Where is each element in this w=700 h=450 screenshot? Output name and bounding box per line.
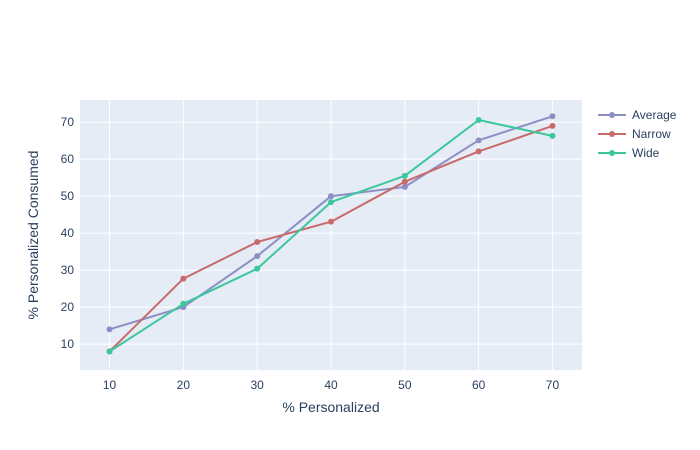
data-point-wide	[475, 116, 482, 123]
grid	[80, 100, 582, 370]
legend-marker	[609, 112, 615, 118]
data-point-wide	[328, 199, 334, 206]
data-point-narrow	[328, 218, 334, 225]
data-point-wide	[180, 300, 187, 307]
data-point-narrow	[180, 275, 187, 282]
legend-item-average[interactable]: Average	[598, 108, 677, 122]
x-tick-label: 10	[103, 378, 117, 392]
x-axis-label: % Personalized	[282, 399, 379, 415]
data-point-average	[106, 326, 113, 333]
legend-item-wide[interactable]: Wide	[598, 146, 660, 160]
x-tick-label: 20	[177, 378, 191, 392]
series-average	[106, 113, 556, 333]
data-point-average	[475, 137, 482, 144]
data-point-narrow	[254, 239, 261, 246]
legend: Average Narrow Wide	[598, 108, 677, 160]
y-tick-label: 60	[61, 152, 75, 166]
data-point-wide	[401, 172, 408, 179]
tick-labels: 10 20 30 40 50 60 70 10 20 30 40 50 60 70	[61, 115, 560, 392]
legend-marker	[609, 131, 615, 137]
series-narrow	[106, 122, 556, 355]
data-point-narrow	[401, 178, 408, 185]
y-tick-label: 30	[61, 263, 75, 277]
legend-marker	[609, 150, 615, 156]
data-point-average	[549, 113, 556, 120]
data-point-average	[254, 253, 261, 260]
data-point-wide	[106, 348, 113, 355]
x-tick-label: 30	[250, 378, 264, 392]
x-tick-label: 40	[324, 378, 338, 392]
series-wide	[106, 116, 556, 355]
x-tick-label: 60	[472, 378, 486, 392]
data-point-wide	[254, 265, 261, 272]
data-point-average	[328, 193, 334, 200]
y-tick-label: 10	[61, 337, 75, 351]
series	[106, 113, 556, 355]
data-point-narrow	[475, 148, 482, 155]
legend-label: Wide	[632, 146, 660, 160]
legend-label: Average	[632, 108, 677, 122]
y-axis-label: % Personalized Consumed	[25, 151, 41, 320]
data-point-average	[401, 183, 408, 190]
x-tick-label: 50	[398, 378, 412, 392]
y-tick-label: 40	[61, 226, 75, 240]
legend-label: Narrow	[632, 127, 671, 141]
y-tick-label: 70	[61, 115, 75, 129]
y-tick-label: 50	[61, 189, 75, 203]
x-tick-label: 70	[546, 378, 560, 392]
data-point-wide	[549, 132, 556, 139]
y-tick-label: 20	[61, 300, 75, 314]
data-point-narrow	[549, 122, 556, 129]
legend-item-narrow[interactable]: Narrow	[598, 127, 671, 141]
